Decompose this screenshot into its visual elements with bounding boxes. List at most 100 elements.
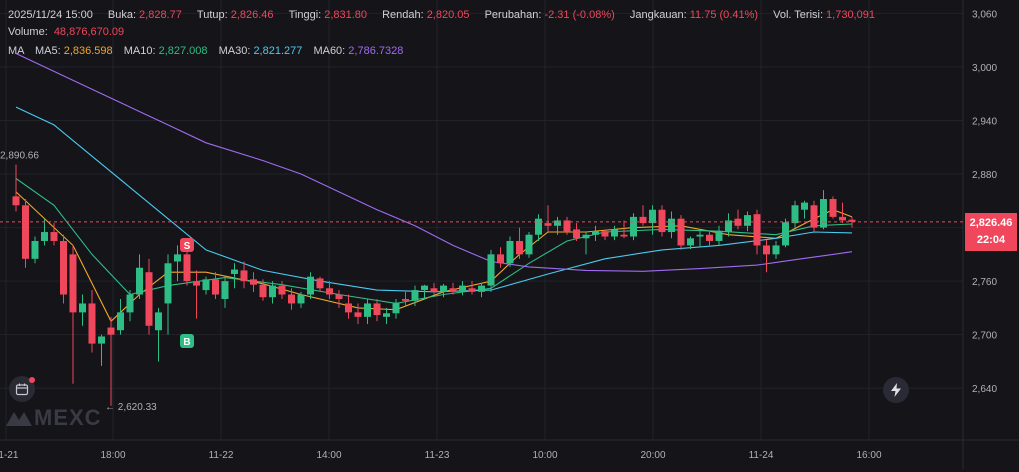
candle-down (449, 288, 457, 292)
y-tick-label: 2,700 (972, 331, 997, 342)
candle-up (383, 313, 390, 317)
candle-up (649, 209, 656, 224)
candle-down (316, 278, 324, 289)
candle-up (592, 231, 599, 235)
candle-up (392, 302, 400, 314)
ma60-label: MA60: (313, 45, 346, 57)
candle-down (810, 205, 818, 228)
candle-up (164, 263, 172, 304)
x-tick-label: 11-24 (749, 450, 774, 461)
candle-up (202, 279, 210, 291)
candle-down (69, 254, 77, 313)
candle-up (421, 285, 428, 291)
candle-up (772, 245, 780, 255)
candle-up (801, 202, 808, 210)
calendar-icon (15, 383, 29, 396)
candle-up (554, 220, 561, 226)
x-tick-label: 14:00 (316, 450, 341, 461)
candle-down (468, 288, 476, 292)
candle-datetime: 2025/11/24 15:00 (8, 9, 93, 21)
logo-text: MEXC (34, 405, 102, 430)
notification-dot (29, 377, 35, 383)
volume-value: 48,876,670.09 (53, 26, 125, 38)
candle-down (345, 303, 352, 313)
candle-down (763, 245, 770, 255)
candle-down (145, 272, 153, 326)
candle-up (696, 234, 704, 237)
candle-up (174, 254, 181, 262)
candle-up (582, 234, 590, 239)
candle-down (259, 284, 267, 298)
candle-up (687, 238, 694, 246)
ma30-value: 2,821.277 (253, 45, 303, 57)
candle-up (231, 269, 238, 274)
ma5-label: MA5: (34, 45, 61, 57)
candle-up (478, 285, 485, 292)
candle-down (402, 298, 409, 301)
close-label: Tutup: (196, 9, 228, 21)
candle-up (411, 290, 419, 301)
change-value: -2.31 (-0.08%) (544, 9, 615, 21)
candle-up (155, 312, 162, 331)
candle-down (107, 327, 115, 335)
candle-down (829, 199, 837, 217)
x-tick-label: 11-23 (425, 450, 450, 461)
candle-up (98, 336, 105, 344)
candle-down (373, 303, 381, 316)
ma30-label: MA30: (218, 45, 251, 57)
open-interest-label: Vol. Terisi: (773, 9, 824, 21)
candle-up (269, 285, 276, 298)
candle-up (459, 285, 466, 292)
lightning-icon (891, 383, 901, 397)
candle-up (41, 232, 48, 241)
y-tick-label: 3,060 (972, 9, 997, 20)
candle-up (725, 220, 732, 233)
x-tick-label: 18:00 (100, 450, 125, 461)
candle-down (706, 234, 713, 241)
candle-up (307, 276, 314, 295)
candle-down (22, 205, 29, 259)
candle-up (668, 218, 675, 233)
ma5-line (15, 191, 853, 323)
candle-down (212, 279, 219, 295)
candle-down (516, 240, 523, 255)
y-tick-label: 2,640 (972, 384, 997, 395)
x-tick-label: 20:00 (640, 450, 665, 461)
change-label: Perubahan: (484, 9, 542, 21)
candle-up (611, 229, 618, 237)
candle-down (497, 254, 504, 264)
candle-up (782, 222, 789, 246)
candle-up (126, 294, 134, 313)
close-value: 2,826.46 (230, 9, 274, 21)
range-value: 11.75 (0.41%) (689, 9, 759, 21)
candle-up (744, 215, 751, 226)
candle-up (630, 216, 637, 237)
ma-legend[interactable]: MA MA5: 2,836.598 MA10: 2,827.008 MA30: … (8, 44, 403, 59)
candle-up (297, 294, 305, 304)
last-price-value: 2,826.46 (969, 217, 1013, 229)
candle-down (250, 279, 257, 285)
watermark-logo: MEXC (4, 405, 102, 431)
candle-down (658, 209, 666, 233)
candle-down (753, 214, 761, 246)
open-value: 2,828.77 (139, 9, 182, 21)
lightning-button[interactable] (883, 377, 909, 403)
candle-up (820, 199, 827, 228)
candle-down (848, 219, 856, 222)
buy-marker-label: B (183, 337, 190, 348)
candle-up (440, 285, 447, 292)
buy-marker-badge (180, 334, 194, 348)
candle-down (335, 294, 343, 299)
candle-down (601, 231, 609, 237)
candle-up (364, 303, 371, 317)
candle-up (506, 240, 514, 264)
candle-down (354, 312, 362, 317)
x-tick-label: 11-21 (0, 450, 19, 461)
candle-down (430, 288, 438, 292)
candle-down (240, 270, 248, 282)
volume-label: Volume: (8, 26, 48, 38)
candle-down (88, 303, 96, 344)
